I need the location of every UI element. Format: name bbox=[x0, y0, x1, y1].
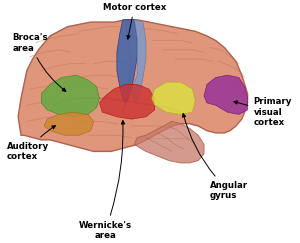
Polygon shape bbox=[152, 82, 195, 114]
Polygon shape bbox=[131, 20, 146, 101]
Text: Broca's
area: Broca's area bbox=[12, 33, 66, 91]
Text: Auditory
cortex: Auditory cortex bbox=[7, 126, 56, 161]
Polygon shape bbox=[204, 75, 248, 114]
Polygon shape bbox=[41, 75, 100, 117]
Polygon shape bbox=[18, 20, 247, 151]
Text: Motor cortex: Motor cortex bbox=[103, 3, 166, 39]
Text: Primary
visual
cortex: Primary visual cortex bbox=[234, 97, 292, 127]
Text: Angular
gyrus: Angular gyrus bbox=[182, 113, 248, 200]
Polygon shape bbox=[44, 112, 94, 135]
Polygon shape bbox=[100, 84, 154, 119]
Polygon shape bbox=[117, 20, 137, 103]
Text: Wernicke's
area: Wernicke's area bbox=[79, 121, 132, 240]
Polygon shape bbox=[134, 122, 204, 163]
